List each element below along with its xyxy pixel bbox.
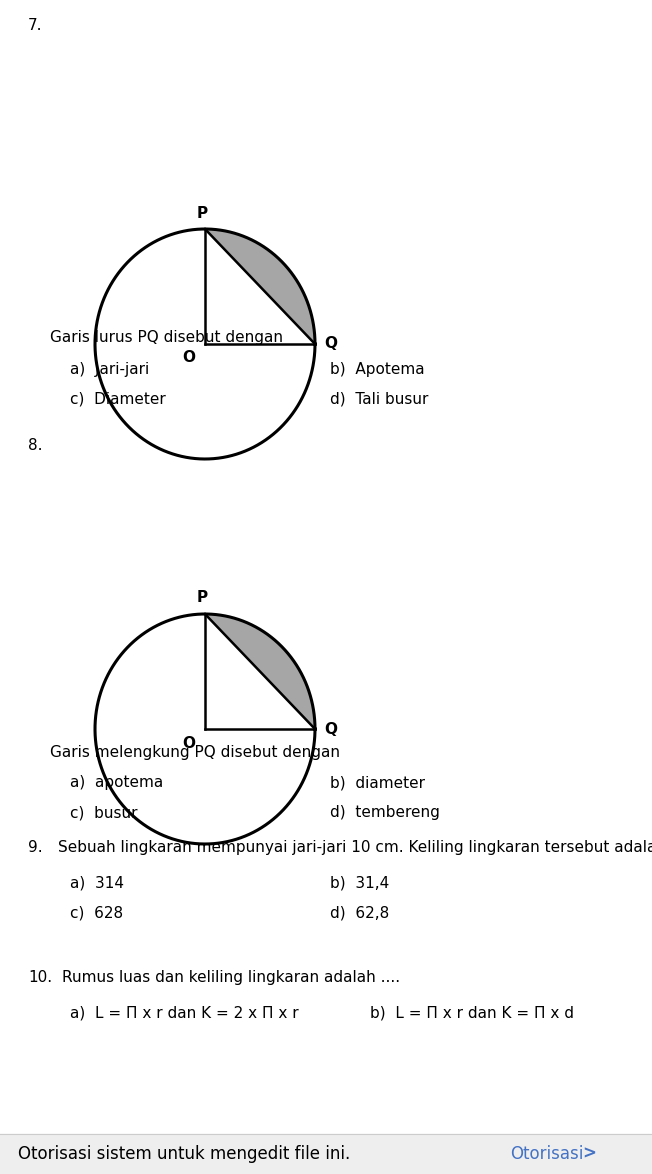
Text: a)  L = Π x r dan K = 2 x Π x r: a) L = Π x r dan K = 2 x Π x r	[70, 1005, 299, 1020]
Text: O: O	[183, 735, 196, 750]
Text: >: >	[582, 1145, 596, 1163]
Text: d)  tembereng: d) tembereng	[330, 805, 440, 819]
Text: a)  apotema: a) apotema	[70, 775, 163, 790]
Text: b)  diameter: b) diameter	[330, 775, 425, 790]
Text: Garis melengkung PQ disebut dengan: Garis melengkung PQ disebut dengan	[50, 745, 340, 760]
Text: P: P	[196, 591, 207, 606]
Text: 7.: 7.	[28, 18, 42, 33]
Text: P: P	[196, 205, 207, 221]
Text: c)  628: c) 628	[70, 905, 123, 920]
Text: 9.: 9.	[28, 841, 42, 855]
Text: 10.: 10.	[28, 970, 52, 985]
Text: Sebuah lingkaran mempunyai jari-jari 10 cm. Keliling lingkaran tersebut adalah .: Sebuah lingkaran mempunyai jari-jari 10 …	[58, 841, 652, 855]
Text: a)  314: a) 314	[70, 875, 124, 890]
Text: a)  Jari-jari: a) Jari-jari	[70, 362, 149, 377]
Text: Otorisasi sistem untuk mengedit file ini.: Otorisasi sistem untuk mengedit file ini…	[18, 1145, 350, 1163]
Text: Garis lurus PQ disebut dengan: Garis lurus PQ disebut dengan	[50, 330, 283, 345]
Text: b)  Apotema: b) Apotema	[330, 362, 424, 377]
Text: O: O	[183, 351, 196, 365]
Text: Rumus luas dan keliling lingkaran adalah ....: Rumus luas dan keliling lingkaran adalah…	[62, 970, 400, 985]
Text: Otorisasi: Otorisasi	[510, 1145, 584, 1163]
Text: c)  Diameter: c) Diameter	[70, 392, 166, 407]
Polygon shape	[205, 614, 315, 729]
Text: d)  Tali busur: d) Tali busur	[330, 392, 428, 407]
Text: 8.: 8.	[28, 438, 42, 453]
Text: c)  busur: c) busur	[70, 805, 138, 819]
Polygon shape	[205, 229, 315, 344]
Text: b)  31,4: b) 31,4	[330, 875, 389, 890]
Text: Q: Q	[325, 337, 338, 351]
Text: d)  62,8: d) 62,8	[330, 905, 389, 920]
Text: b)  L = Π x r dan K = Π x d: b) L = Π x r dan K = Π x d	[370, 1005, 574, 1020]
Text: Q: Q	[325, 722, 338, 736]
